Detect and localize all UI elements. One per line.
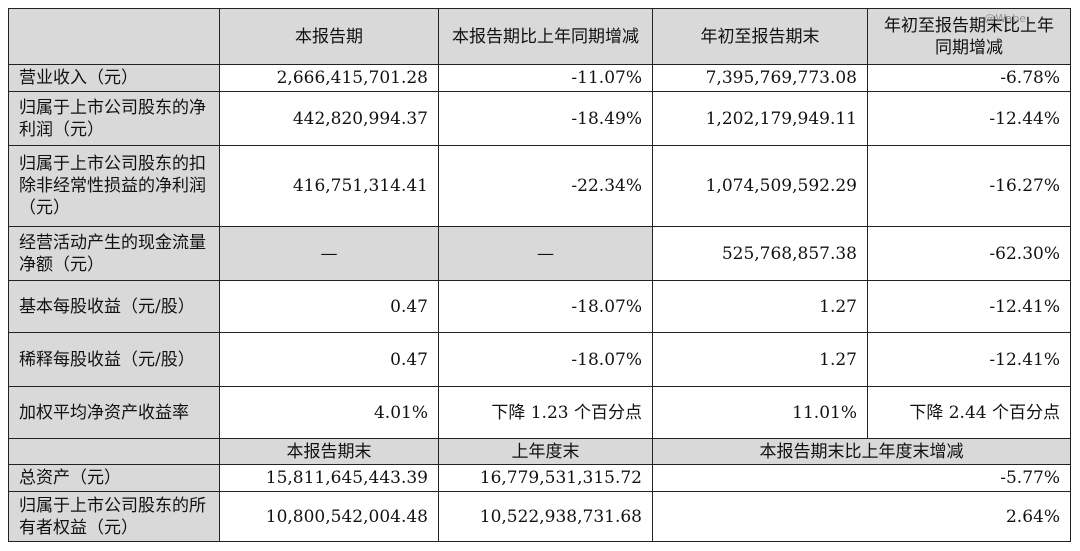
table-subheader-row: 本报告期末 上年度末 本报告期末比上年度末增减 [8,438,1071,465]
cell-value: 525,768,857.38 [652,226,868,281]
row-label: 经营活动产生的现金流量净额（元） [8,226,220,281]
cell-value: -18.49% [438,91,653,146]
cell-dash: — [219,226,439,281]
row-label: 总资产（元） [8,464,220,492]
header-current-period: 本报告期 [219,8,439,65]
cell-value: 2,666,415,701.28 [219,64,439,92]
table-row: 加权平均净资产收益率 4.01% 下降 1.23 个百分点 11.01% 下降 … [8,386,1071,439]
table-row: 归属于上市公司股东的扣除非经常性损益的净利润（元） 416,751,314.41… [8,145,1071,227]
header-ytd-yoy: 年初至报告期末比上年同期增减 [867,8,1071,65]
subheader-blank-cell [8,438,220,465]
cell-value: -16.27% [867,145,1071,227]
cell-value: 下降 1.23 个百分点 [438,386,653,439]
cell-value: 16,779,531,315.72 [438,464,653,492]
row-label: 加权平均净资产收益率 [8,386,220,439]
row-label: 归属于上市公司股东的所有者权益（元） [8,491,220,542]
cell-value: 10,800,542,004.48 [219,491,439,542]
cell-value: -11.07% [438,64,653,92]
cell-value: 1,074,509,592.29 [652,145,868,227]
cell-value: -12.44% [867,91,1071,146]
cell-value: -18.07% [438,280,653,333]
subheader-change: 本报告期末比上年度末增减 [652,438,1071,465]
row-label: 基本每股收益（元/股） [8,280,220,333]
watermark: @Wabe [984,12,1026,25]
cell-value: 2.64% [652,491,1071,542]
header-blank-cell [8,8,220,65]
cell-value: 0.47 [219,280,439,333]
table-row: 归属于上市公司股东的净利润（元） 442,820,994.37 -18.49% … [8,91,1071,146]
cell-value: 416,751,314.41 [219,145,439,227]
table-row: 稀释每股收益（元/股） 0.47 -18.07% 1.27 -12.41% [8,332,1071,387]
cell-value: -62.30% [867,226,1071,281]
row-label: 营业收入（元） [8,64,220,92]
cell-value: 15,811,645,443.39 [219,464,439,492]
table-row: 经营活动产生的现金流量净额（元） — — 525,768,857.38 -62.… [8,226,1071,281]
cell-value: 1.27 [652,332,868,387]
financial-data-table: 本报告期 本报告期比上年同期增减 年初至报告期末 年初至报告期末比上年同期增减 … [8,8,1071,542]
row-label: 归属于上市公司股东的净利润（元） [8,91,220,146]
cell-value: -18.07% [438,332,653,387]
table-header-row: 本报告期 本报告期比上年同期增减 年初至报告期末 年初至报告期末比上年同期增减 [8,8,1071,65]
cell-value: 4.01% [219,386,439,439]
cell-value: 0.47 [219,332,439,387]
cell-value: -12.41% [867,280,1071,333]
cell-value: -5.77% [652,464,1071,492]
cell-value: 11.01% [652,386,868,439]
table-row: 总资产（元） 15,811,645,443.39 16,779,531,315.… [8,464,1071,492]
cell-value: -6.78% [867,64,1071,92]
table-row: 归属于上市公司股东的所有者权益（元） 10,800,542,004.48 10,… [8,491,1071,542]
table-row: 基本每股收益（元/股） 0.47 -18.07% 1.27 -12.41% [8,280,1071,333]
header-ytd: 年初至报告期末 [652,8,868,65]
cell-value: 442,820,994.37 [219,91,439,146]
subheader-period-end: 本报告期末 [219,438,439,465]
cell-value: 1.27 [652,280,868,333]
cell-value: 7,395,769,773.08 [652,64,868,92]
cell-value: 下降 2.44 个百分点 [867,386,1071,439]
row-label: 稀释每股收益（元/股） [8,332,220,387]
cell-value: -22.34% [438,145,653,227]
cell-value: 10,522,938,731.68 [438,491,653,542]
cell-value: 1,202,179,949.11 [652,91,868,146]
cell-value: -12.41% [867,332,1071,387]
row-label: 归属于上市公司股东的扣除非经常性损益的净利润（元） [8,145,220,227]
table-row: 营业收入（元） 2,666,415,701.28 -11.07% 7,395,7… [8,64,1071,92]
header-current-period-yoy: 本报告期比上年同期增减 [438,8,653,65]
cell-dash: — [438,226,653,281]
subheader-prior-year-end: 上年度末 [438,438,653,465]
